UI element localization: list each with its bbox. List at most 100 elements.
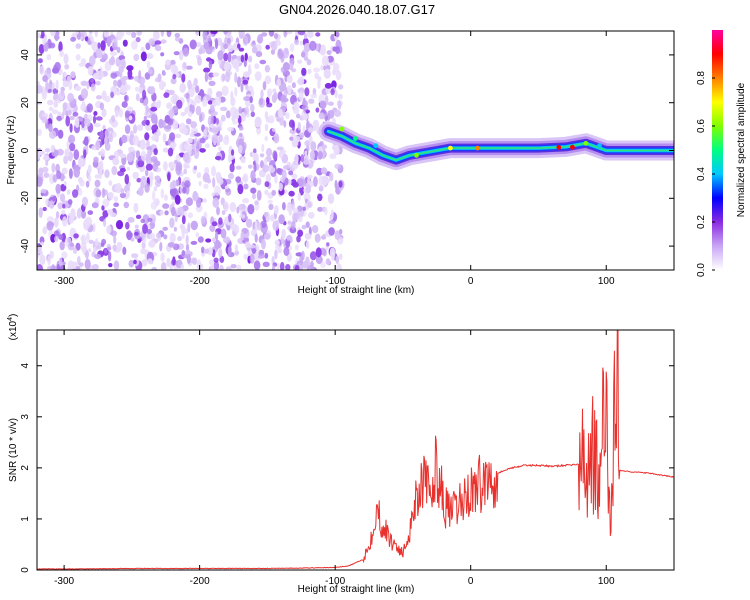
noise-speckle xyxy=(42,226,48,235)
noise-speckle xyxy=(271,189,277,196)
noise-speckle xyxy=(294,265,300,270)
noise-speckle xyxy=(219,264,224,270)
noise-speckle xyxy=(55,79,59,90)
noise-speckle xyxy=(318,112,325,120)
snr-frame xyxy=(36,329,675,571)
noise-speckle xyxy=(145,119,150,126)
noise-speckle xyxy=(249,244,256,249)
noise-speckle xyxy=(74,117,80,128)
colorbar-label: Normalized spectral amplitude xyxy=(736,82,747,217)
noise-speckle xyxy=(99,58,106,63)
noise-speckle xyxy=(264,189,269,195)
noise-speckle xyxy=(217,178,224,185)
noise-speckle xyxy=(209,123,215,129)
noise-speckle xyxy=(211,237,216,243)
noise-speckle xyxy=(243,183,249,190)
noise-speckle xyxy=(312,119,320,129)
noise-speckle xyxy=(131,253,139,259)
snr-y-multiplier-base: (x10 xyxy=(8,320,19,340)
x-tick-label: 100 xyxy=(598,276,615,287)
noise-speckle xyxy=(320,44,327,56)
noise-speckle xyxy=(163,234,168,240)
noise-speckle xyxy=(132,135,139,146)
noise-speckle xyxy=(104,169,110,179)
noise-speckle xyxy=(50,144,55,153)
noise-speckle xyxy=(282,202,286,211)
noise-speckle xyxy=(203,183,209,190)
noise-speckle xyxy=(301,250,305,261)
y-tick-label: 0 xyxy=(20,567,31,573)
noise-speckle xyxy=(172,256,176,266)
noise-speckle xyxy=(124,174,130,185)
noise-speckle xyxy=(291,82,296,89)
noise-speckle xyxy=(208,80,216,86)
noise-speckle xyxy=(92,72,100,80)
noise-speckle xyxy=(264,75,272,85)
figure-title: GN04.2026.040.18.07.G17 xyxy=(279,2,435,17)
noise-speckle xyxy=(313,67,320,73)
noise-speckle xyxy=(265,155,272,162)
noise-speckle xyxy=(167,147,174,157)
noise-speckle xyxy=(328,220,336,225)
noise-speckle xyxy=(101,90,107,101)
spectrogram-x-label: Height of straight line (km) xyxy=(298,285,415,296)
noise-speckle xyxy=(117,79,122,88)
noise-speckle xyxy=(174,133,182,139)
noise-speckle xyxy=(211,221,218,227)
noise-speckle xyxy=(278,214,285,225)
noise-speckle xyxy=(75,266,81,270)
noise-speckle xyxy=(306,59,312,66)
noise-speckle xyxy=(142,223,148,234)
noise-speckle xyxy=(321,55,329,67)
x-tick-label: 100 xyxy=(598,576,615,587)
noise-speckle xyxy=(133,202,139,213)
noise-speckle xyxy=(204,167,210,175)
noise-speckle xyxy=(142,89,147,100)
noise-speckle xyxy=(217,126,222,132)
noise-speckle xyxy=(91,202,99,209)
noise-speckle xyxy=(135,37,141,43)
noise-speckle xyxy=(94,179,101,188)
noise-speckle xyxy=(201,246,205,254)
noise-speckle xyxy=(185,65,193,70)
noise-speckle xyxy=(261,143,265,153)
noise-speckle xyxy=(242,198,250,204)
noise-speckle xyxy=(207,100,213,105)
noise-speckle xyxy=(63,155,68,165)
noise-speckle xyxy=(69,142,76,152)
noise-speckle xyxy=(248,55,253,63)
noise-speckle xyxy=(145,105,149,115)
noise-speckle xyxy=(223,201,229,213)
noise-speckle xyxy=(116,241,123,251)
noise-speckle xyxy=(175,164,182,176)
noise-speckle xyxy=(68,215,74,224)
noise-speckle xyxy=(169,132,176,142)
noise-speckle xyxy=(37,264,43,270)
y-tick-label: 40 xyxy=(20,49,31,61)
noise-speckle xyxy=(190,240,198,245)
noise-speckle xyxy=(199,113,203,123)
noise-speckle xyxy=(60,86,64,97)
noise-speckle xyxy=(83,149,87,159)
noise-speckle xyxy=(268,203,274,211)
noise-speckle xyxy=(114,182,123,194)
noise-speckle xyxy=(42,75,48,82)
noise-speckle xyxy=(99,160,104,172)
noise-speckle xyxy=(154,160,161,167)
colorbar: 0.0 0.2 0.4 0.6 0.8 Normalized spectral ampl… xyxy=(696,30,747,277)
noise-speckle xyxy=(147,149,153,156)
noise-speckle xyxy=(265,173,271,183)
noise-speckle xyxy=(134,224,139,229)
noise-speckle xyxy=(124,95,128,102)
noise-speckle xyxy=(250,170,256,181)
noise-speckle xyxy=(171,206,176,217)
noise-speckle xyxy=(140,248,147,255)
noise-speckle xyxy=(317,150,323,160)
noise-speckle xyxy=(214,185,221,196)
noise-speckle xyxy=(100,242,105,247)
snr-x-label: Height of straight line (km) xyxy=(298,584,415,595)
noise-speckle xyxy=(145,42,151,51)
noise-speckle xyxy=(133,124,138,134)
noise-speckle xyxy=(145,169,149,177)
noise-speckle xyxy=(140,175,147,187)
